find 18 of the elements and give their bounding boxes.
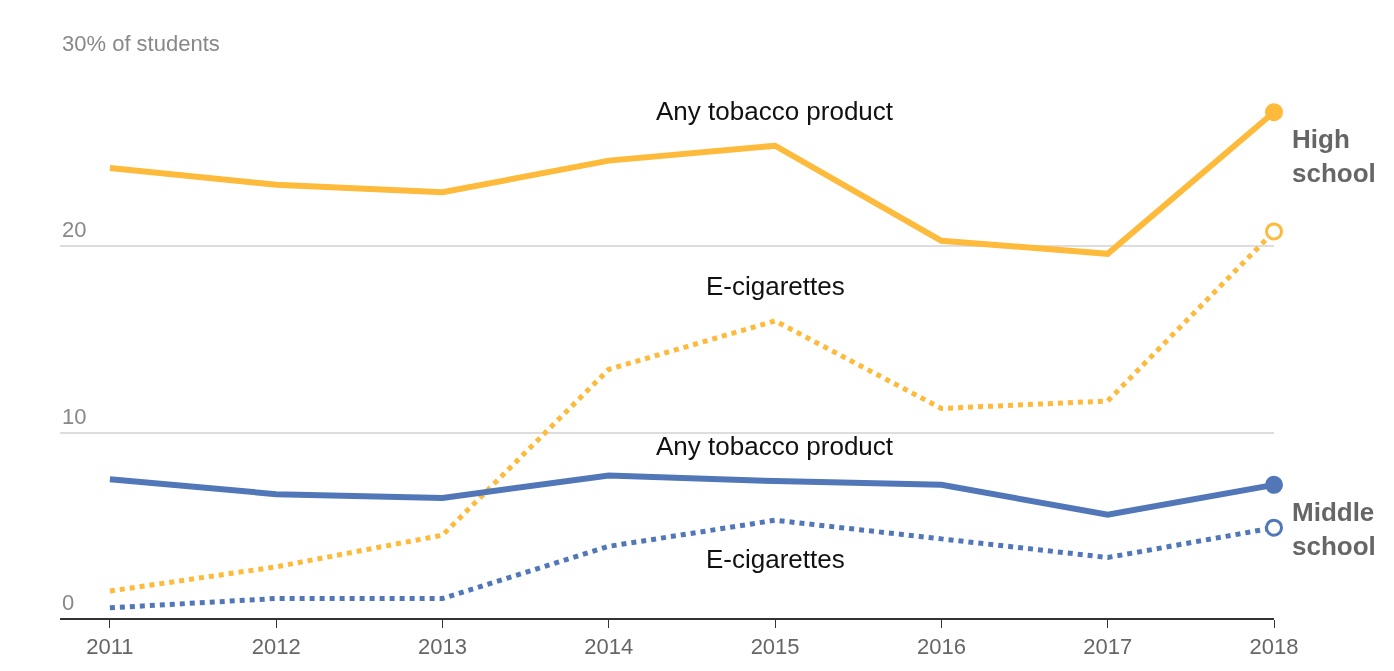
x-tick-label: 2016 — [916, 634, 966, 660]
y-tick-label: 30% of students — [62, 31, 220, 56]
y-tick-label: 20 — [62, 217, 87, 242]
y-tick-label: 10 — [62, 404, 87, 429]
x-tick-label: 2011 — [86, 634, 134, 660]
x-tick-label: 2018 — [1249, 634, 1299, 660]
y-tick-label: 0 — [62, 590, 75, 615]
x-tick-label: 2012 — [251, 634, 301, 660]
text: Middle school — [1292, 497, 1376, 561]
text: High school — [1292, 124, 1376, 188]
x-tick-label: 2017 — [1083, 634, 1133, 660]
x-tick-label: 2015 — [750, 634, 800, 660]
x-tick-label: 2014 — [584, 634, 634, 660]
annotation: Any tobacco product — [656, 96, 894, 126]
annotation: E-cigarettes — [706, 544, 845, 574]
x-tick-label: 2013 — [418, 634, 467, 660]
annotation: Any tobacco product — [656, 431, 894, 461]
annotation: E-cigarettes — [706, 271, 845, 301]
